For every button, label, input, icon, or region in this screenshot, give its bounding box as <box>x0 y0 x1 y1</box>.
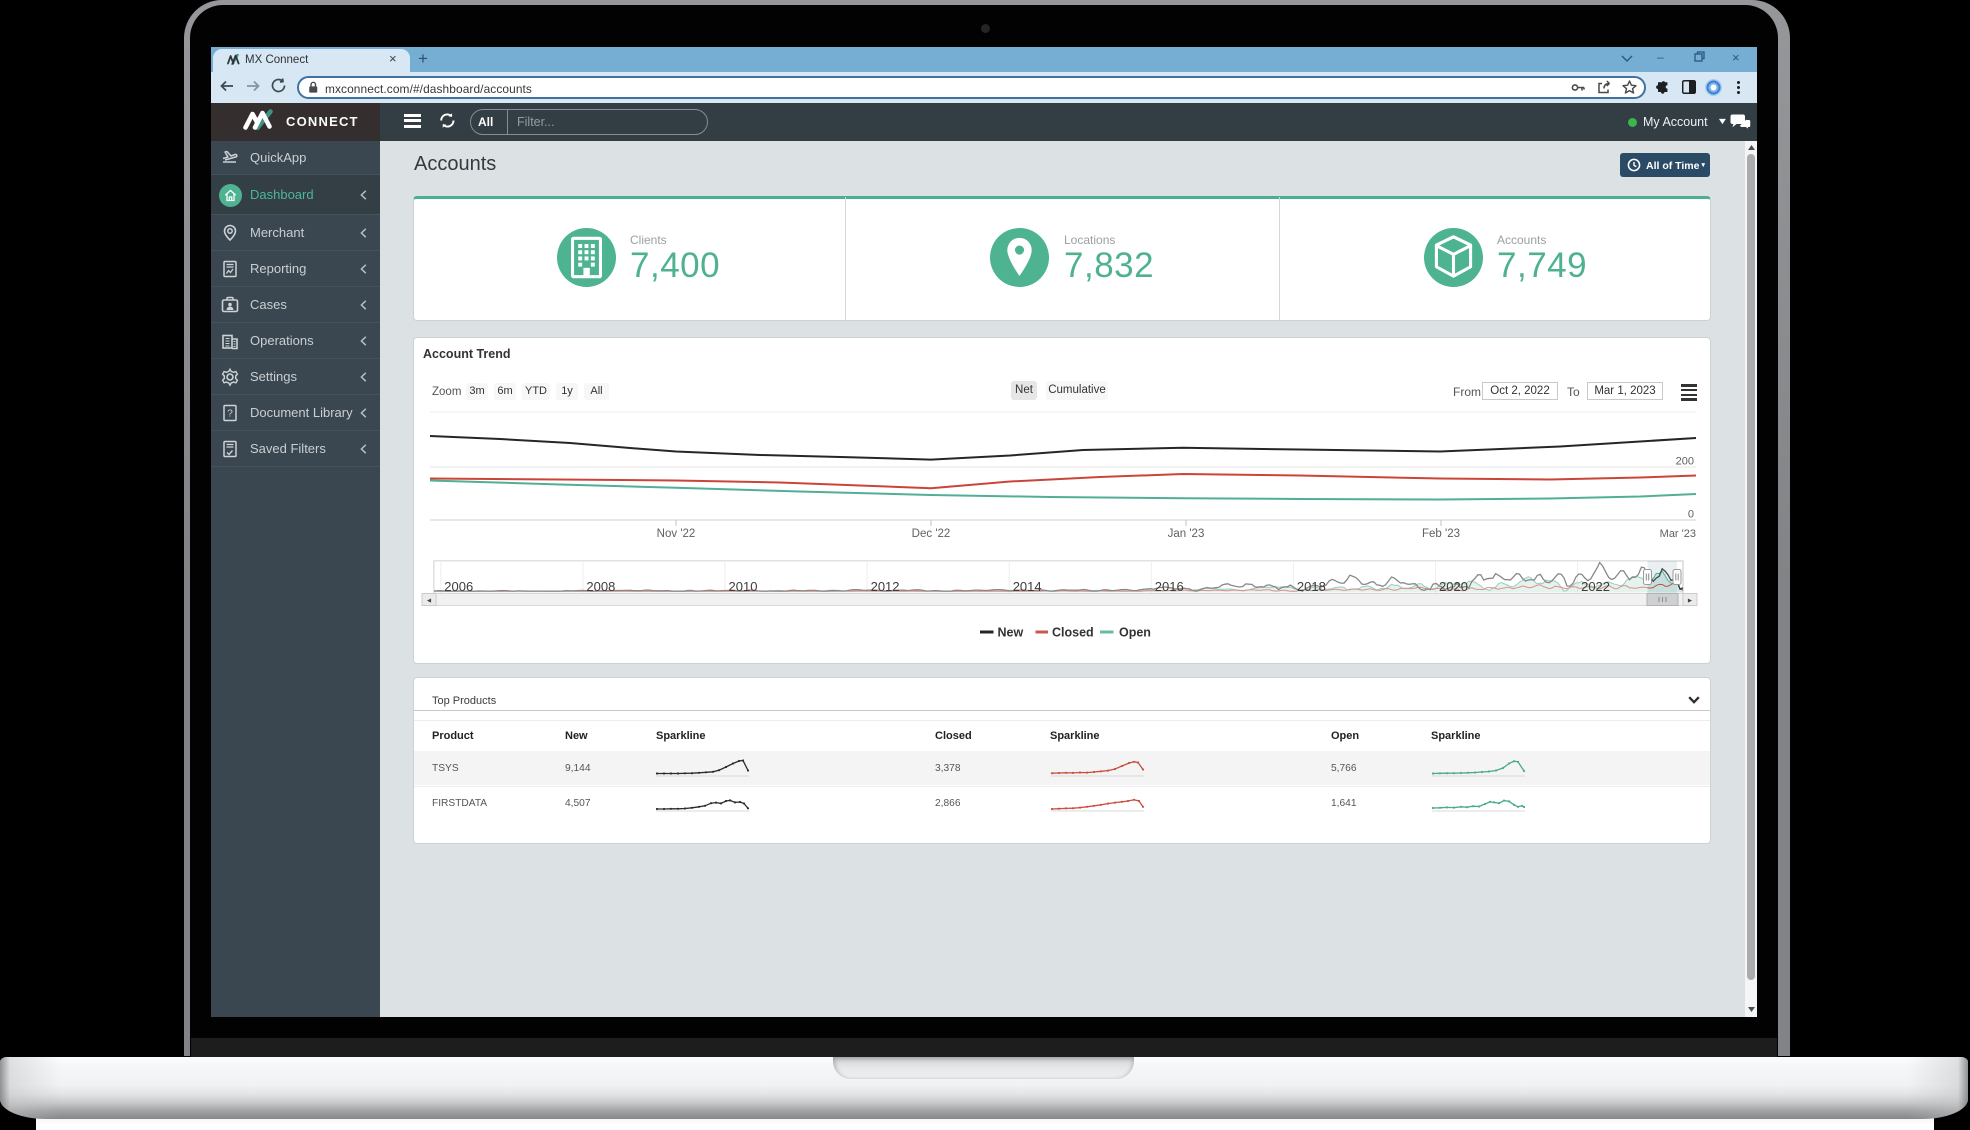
svg-text:▶: ▶ <box>1688 598 1693 604</box>
svg-text:Open: Open <box>1119 626 1151 640</box>
svg-text:2014: 2014 <box>1013 579 1042 594</box>
svg-text:◀: ◀ <box>427 598 432 604</box>
svg-text:Mar '23: Mar '23 <box>1660 528 1696 540</box>
svg-text:Dec '22: Dec '22 <box>912 528 951 540</box>
svg-text:Feb '23: Feb '23 <box>1422 528 1460 540</box>
svg-text:2016: 2016 <box>1155 579 1184 594</box>
svg-text:Closed: Closed <box>1052 626 1094 640</box>
svg-text:Nov '22: Nov '22 <box>657 528 696 540</box>
svg-text:2012: 2012 <box>871 579 900 594</box>
svg-text:2010: 2010 <box>729 579 758 594</box>
svg-text:New: New <box>998 626 1024 640</box>
svg-text:2018: 2018 <box>1297 579 1326 594</box>
svg-text:2006: 2006 <box>444 579 473 594</box>
svg-text:0: 0 <box>1688 509 1694 521</box>
svg-text:Jan '23: Jan '23 <box>1168 528 1205 540</box>
svg-text:2008: 2008 <box>586 579 615 594</box>
svg-text:?: ? <box>227 409 233 420</box>
svg-text:2022: 2022 <box>1581 579 1610 594</box>
svg-text:2020: 2020 <box>1439 579 1468 594</box>
svg-text:200: 200 <box>1676 456 1694 468</box>
